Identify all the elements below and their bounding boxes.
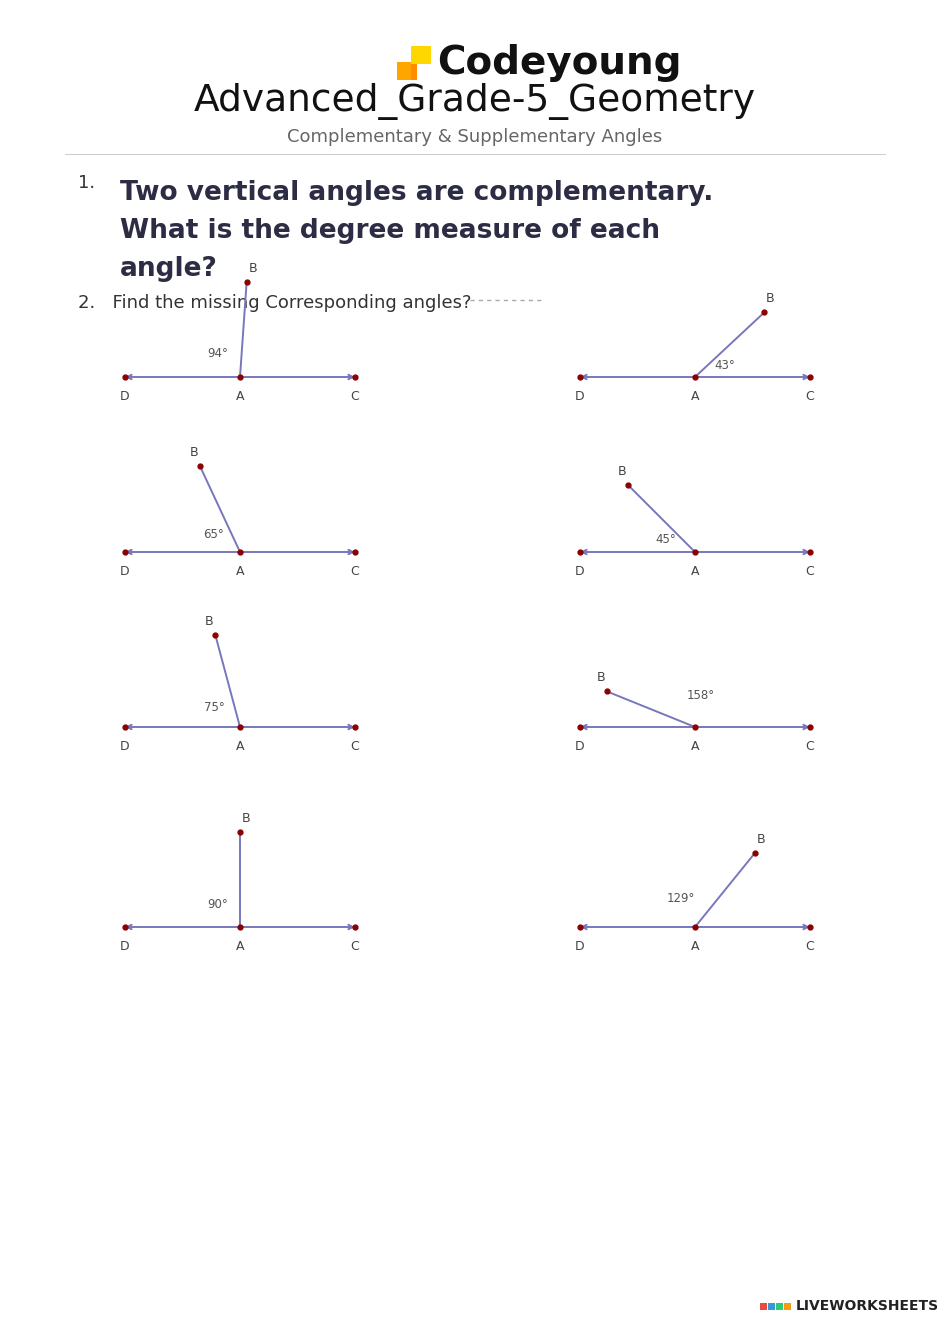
Text: D: D xyxy=(121,739,130,753)
Text: LIVEWORKSHEETS: LIVEWORKSHEETS xyxy=(796,1299,940,1314)
Polygon shape xyxy=(397,62,417,81)
Text: D: D xyxy=(575,939,585,953)
Text: B: B xyxy=(618,464,626,478)
Text: Codeyoung: Codeyoung xyxy=(437,44,681,82)
Text: C: C xyxy=(351,939,359,953)
Text: 43°: 43° xyxy=(714,358,735,372)
Text: Complementary & Supplementary Angles: Complementary & Supplementary Angles xyxy=(287,127,663,146)
Text: A: A xyxy=(236,739,244,753)
Text: B: B xyxy=(190,446,199,459)
Text: C: C xyxy=(806,939,814,953)
Text: B: B xyxy=(205,615,214,628)
Polygon shape xyxy=(411,64,417,81)
Text: D: D xyxy=(121,391,130,403)
Bar xyxy=(760,1303,767,1310)
Text: A: A xyxy=(691,391,699,403)
Text: D: D xyxy=(121,939,130,953)
Text: B: B xyxy=(241,812,250,825)
Text: What is the degree measure of each: What is the degree measure of each xyxy=(120,217,660,244)
Text: 65°: 65° xyxy=(202,529,223,541)
Text: B: B xyxy=(766,293,775,305)
Text: A: A xyxy=(691,739,699,753)
Text: A: A xyxy=(236,391,244,403)
Text: B: B xyxy=(597,671,605,684)
Text: A: A xyxy=(691,939,699,953)
Text: D: D xyxy=(121,565,130,578)
Text: C: C xyxy=(806,565,814,578)
Text: D: D xyxy=(575,391,585,403)
Text: Two vertical angles are complementary.: Two vertical angles are complementary. xyxy=(120,180,713,207)
Text: 90°: 90° xyxy=(207,898,228,911)
Text: D: D xyxy=(575,739,585,753)
Text: C: C xyxy=(351,565,359,578)
Text: 45°: 45° xyxy=(656,533,675,546)
Text: 2.   Find the missing Corresponding angles?: 2. Find the missing Corresponding angles… xyxy=(78,294,471,311)
Text: 129°: 129° xyxy=(667,891,695,905)
Text: A: A xyxy=(236,565,244,578)
Text: 94°: 94° xyxy=(208,348,229,360)
Text: angle?: angle? xyxy=(120,256,218,282)
Text: C: C xyxy=(351,739,359,753)
Text: C: C xyxy=(806,739,814,753)
Text: B: B xyxy=(248,262,256,275)
Text: A: A xyxy=(236,939,244,953)
Text: D: D xyxy=(575,565,585,578)
Text: B: B xyxy=(756,833,765,847)
Text: C: C xyxy=(806,391,814,403)
Text: 158°: 158° xyxy=(687,688,715,702)
Text: 1.: 1. xyxy=(78,174,95,192)
Text: Advanced_Grade-5_Geometry: Advanced_Grade-5_Geometry xyxy=(194,83,756,121)
Text: A: A xyxy=(691,565,699,578)
Bar xyxy=(776,1303,783,1310)
Text: C: C xyxy=(351,391,359,403)
Bar xyxy=(768,1303,775,1310)
Polygon shape xyxy=(411,46,431,64)
Bar xyxy=(784,1303,791,1310)
Text: 75°: 75° xyxy=(204,701,225,714)
